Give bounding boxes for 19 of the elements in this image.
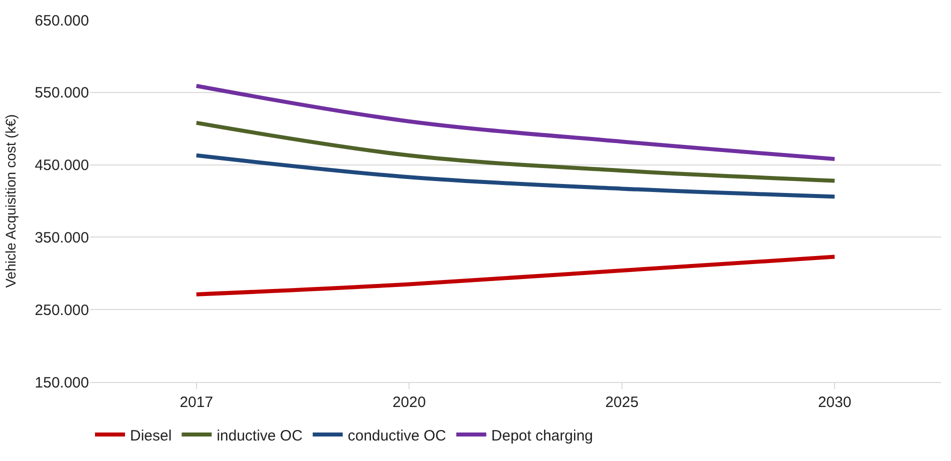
y-tick-label: 450.000 — [34, 157, 89, 174]
y-tick-label: 650.000 — [34, 12, 89, 30]
line-series — [194, 254, 837, 296]
y-tick-label: 350.000 — [34, 229, 89, 246]
x-tick-label: 2020 — [392, 394, 426, 411]
legend-label: inductive OC — [216, 427, 303, 444]
line-series — [194, 84, 837, 162]
legend-label: Diesel — [130, 427, 172, 444]
y-tick-label: 550.000 — [34, 84, 89, 102]
y-tick-label: 250.000 — [34, 302, 89, 319]
y-tick-label: 150.000 — [34, 374, 89, 392]
line-series — [194, 120, 837, 183]
line-series — [194, 153, 837, 199]
x-tick-label: 2030 — [818, 394, 852, 411]
legend-label: Depot charging — [491, 427, 594, 444]
legend-label: conductive OC — [348, 427, 446, 444]
x-tick-label: 2025 — [605, 394, 639, 411]
y-axis-title: Vehicle Acquisition cost (k€) — [2, 114, 18, 288]
x-tick-label: 2017 — [180, 394, 214, 411]
